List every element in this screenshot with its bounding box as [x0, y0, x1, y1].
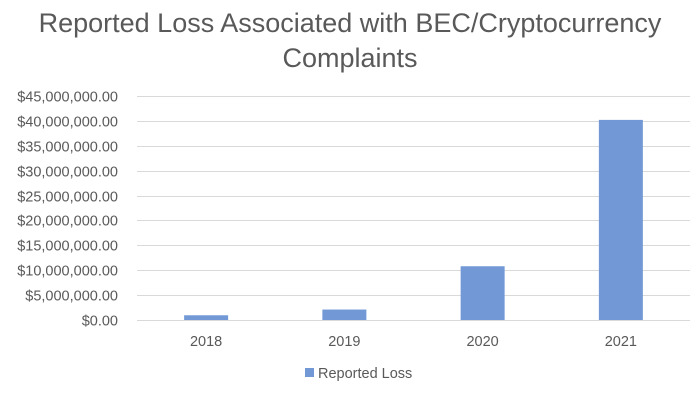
x-tick-label: 2020 — [466, 334, 498, 350]
y-tick-label: $35,000,000.00 — [17, 140, 118, 156]
y-tick-label: $0.00 — [82, 314, 118, 330]
chart-title-line-2: Complaints — [282, 43, 418, 73]
bar — [184, 315, 229, 320]
y-tick-label: $15,000,000.00 — [17, 239, 118, 255]
chart-title-line-1: Reported Loss Associated with BEC/Crypto… — [38, 8, 662, 38]
chart-title: Reported Loss Associated with BEC/Crypto… — [0, 6, 700, 76]
x-tick-label: 2018 — [190, 334, 222, 350]
y-tick-label: $5,000,000.00 — [25, 289, 118, 305]
bar — [460, 266, 505, 320]
legend-swatch — [305, 368, 314, 377]
legend-label: Reported Loss — [318, 366, 412, 382]
y-tick-label: $30,000,000.00 — [17, 165, 118, 181]
bar — [322, 309, 367, 320]
x-tick-label: 2021 — [605, 334, 637, 350]
y-tick-label: $40,000,000.00 — [17, 115, 118, 131]
y-tick-label: $25,000,000.00 — [17, 190, 118, 206]
y-tick-label: $10,000,000.00 — [17, 264, 118, 280]
x-tick-label: 2019 — [328, 334, 360, 350]
y-tick-label: $45,000,000.00 — [17, 90, 118, 106]
y-tick-label: $20,000,000.00 — [17, 214, 118, 230]
bar — [598, 119, 643, 320]
